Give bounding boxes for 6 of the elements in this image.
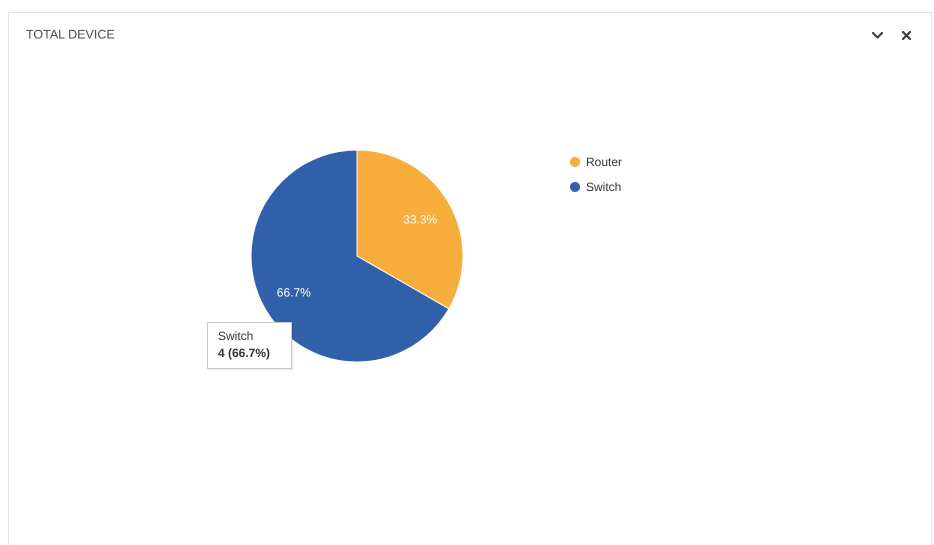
- data-label: 66.7%: [276, 286, 312, 300]
- legend-label: Switch: [586, 180, 622, 194]
- data-label: 33.3%: [403, 212, 438, 226]
- text: Switch 4 (66.7%): [218, 328, 272, 362]
- legend-label: Router: [586, 155, 622, 169]
- text: TOTAL DEVICE: [26, 28, 115, 42]
